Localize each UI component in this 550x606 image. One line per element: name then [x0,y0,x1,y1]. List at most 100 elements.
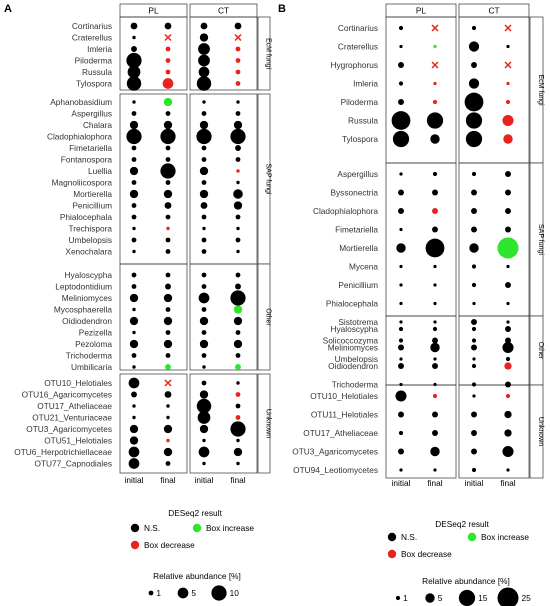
panel-a-point [196,128,212,145]
panel-b-taxon-label: Piloderma [341,97,379,107]
panel-a-taxon-label: Trechispora [69,224,113,234]
panel-b-point [472,357,476,361]
panel-b-taxon-label: Oidiodendron [328,361,378,371]
panel-a-point-cross [164,379,172,387]
panel-a-point [201,111,207,116]
panel-a-point [132,415,136,420]
panel-a-point [202,461,206,466]
panel-a-size-key [148,590,154,596]
panel-a-taxon-label: Penicillium [72,201,112,211]
panel-a-point [129,424,139,434]
panel-b-point [468,41,480,52]
panel-b-x-tick-label: initial [392,478,411,488]
panel-a-point [132,330,136,335]
panel-a-point [202,438,206,443]
panel-a-point [235,111,241,116]
panel-a-point [230,128,246,145]
panel-b-taxon-label: Fimetariella [335,225,378,235]
panel-a-point [234,22,242,30]
panel-b-point [398,81,404,86]
panel-b-point [432,171,438,177]
panel-a-group-strip [257,16,271,91]
panel-b-legend-label: N.S. [401,532,417,542]
panel-a-taxon-label: Fimetariella [69,143,112,153]
panel-b-legend-key [467,532,477,542]
panel-a-point [235,364,241,370]
panel-a-taxon-label: Craterellus [72,33,112,43]
panel-a-point [164,22,172,30]
panel-b-point [471,411,477,418]
panel-a-point [235,157,241,162]
panel-a-group-strip [257,373,271,474]
panel-a-point [235,214,241,220]
panel-b-taxon-label: OTU17_Atheliaceae [303,428,378,438]
panel-a-size-key [211,585,227,601]
panel-a-point [199,316,209,326]
panel-b-legend-label: Box increase [481,532,529,542]
panel-a-point [132,100,136,104]
panel-b-size-key [497,587,519,606]
panel-a-taxon-label: OTU51_Helotiales [44,436,112,446]
panel-b-point [433,81,437,86]
panel-a-point [235,81,241,86]
panel-b-taxon-label: Hygrophorus [330,60,378,70]
panel-a-point [235,145,241,151]
panel-b-point [469,243,479,253]
panel-b-point [433,301,437,306]
panel-a-point [235,403,241,409]
panel-a-point [201,214,207,220]
panel-a-point-cross [164,33,172,42]
panel-b-point [399,357,403,361]
panel-a-point [199,166,209,176]
panel-a-point [235,58,241,63]
panel-a-point [165,58,171,63]
panel-b-taxon-label: Umbelopsis [335,354,378,364]
panel-b-point [398,363,404,369]
panel-b-size-key-label: 1 [403,593,408,603]
panel-a-point [233,339,243,349]
panel-b-point [432,99,438,105]
panel-a-point [126,128,142,145]
panel-a-taxon-label: Trichoderma [66,351,113,361]
panel-b-point [432,326,438,332]
panel-a-point [129,166,139,176]
panel-b-point [505,381,511,388]
panel-a-taxon-label: Pezoloma [75,339,112,349]
panel-a-facet-frame [119,93,188,265]
panel-a-point [166,415,170,420]
panel-a-point [235,353,241,358]
panel-b-point [471,430,477,436]
panel-a-point [163,339,173,349]
panel-b-size-key-label: 15 [478,593,488,603]
panel-a-point [201,307,207,312]
panel-b-label: B [278,3,286,15]
panel-a-label: A [4,3,12,15]
panel-b-size-key [425,593,435,603]
panel-b-facet-frame [458,315,530,386]
panel-b-size-key [458,589,476,606]
panel-a-point [198,43,210,55]
panel-a-point [201,145,207,151]
panel-b-taxon-label: Meliniomyces [328,343,378,353]
panel-a-taxon-label: OTU16_Agaricomycetes [22,390,112,400]
panel-a-point [165,145,171,151]
panel-a-point [236,100,240,104]
panel-a-point [165,353,171,358]
panel-a-point [131,214,137,220]
panel-b-point [433,44,437,49]
panel-b-point [502,114,514,127]
panel-b-point-cross [504,24,512,32]
panel-a-taxon-label: Fontanospora [61,155,113,165]
panel-b-point [505,337,511,344]
panel-a-point [165,46,171,52]
panel-a-point [199,424,209,434]
panel-b-taxon-label: Cortinarius [338,23,378,33]
panel-a-point [198,66,210,78]
panel-a-taxon-label: Chalara [83,120,112,130]
panel-b-point [432,208,438,214]
panel-b-point [471,282,477,288]
panel-a-taxon-label: Russula [82,67,112,77]
panel-a-point [233,447,243,457]
panel-b-point [399,227,403,232]
